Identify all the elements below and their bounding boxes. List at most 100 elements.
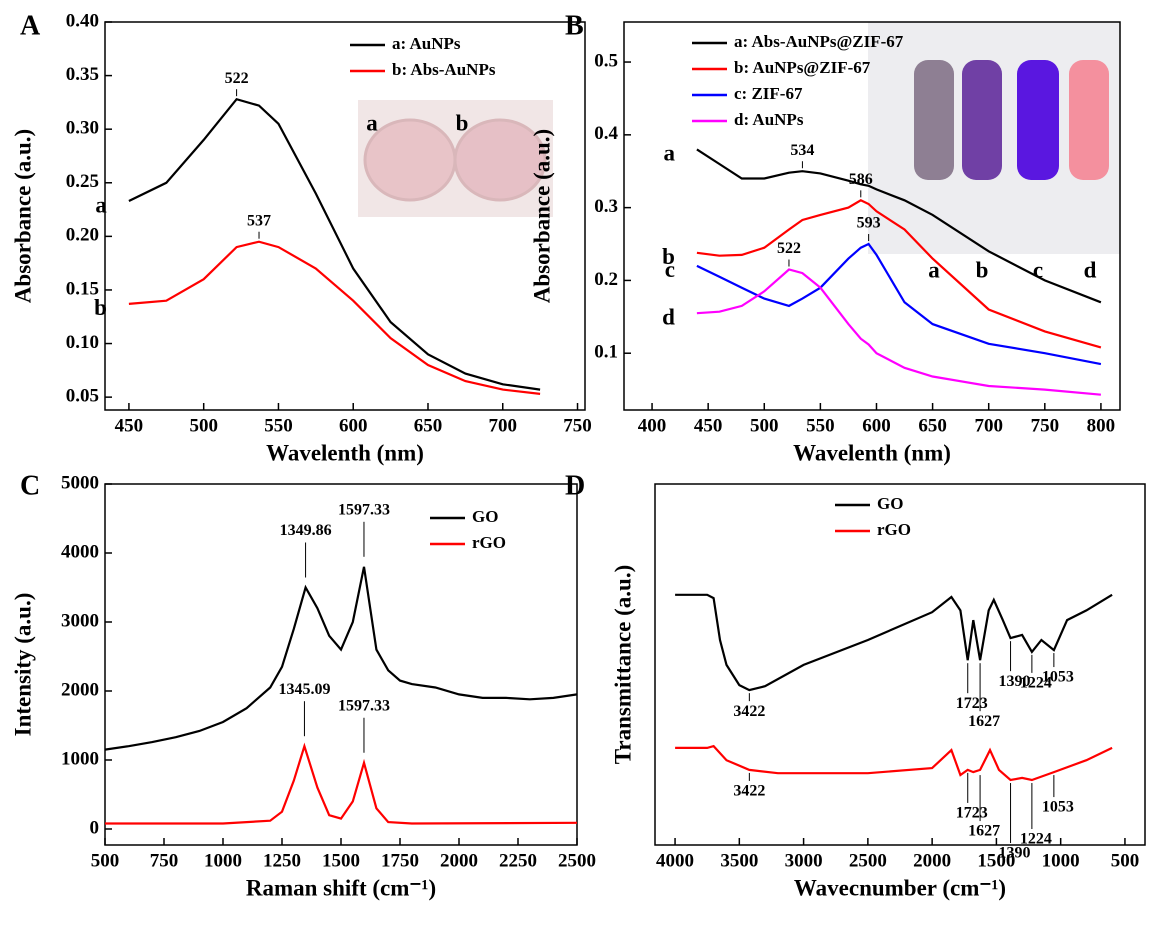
y-tick-label: 0.5 <box>594 50 618 71</box>
y-tick-label: 0.40 <box>66 10 99 31</box>
x-tick-label: 1500 <box>322 850 360 871</box>
panel-label: A <box>20 10 41 41</box>
legend-label: GO <box>877 494 903 513</box>
curve-label: a <box>95 192 107 217</box>
legend-label: GO <box>472 507 498 526</box>
x-tick-label: 700 <box>974 415 1003 436</box>
y-tick-label: 0.4 <box>594 123 618 144</box>
x-tick-label: 400 <box>638 415 667 436</box>
annotation: 1390 <box>999 845 1031 862</box>
annotation: 586 <box>849 171 873 188</box>
y-axis-title: Absorbance (a.u.) <box>10 129 35 303</box>
annotation: 522 <box>225 70 249 87</box>
inset-label: d <box>1084 257 1097 282</box>
x-tick-label: 750 <box>563 415 592 436</box>
tube <box>1017 60 1059 180</box>
annotation: 1053 <box>1042 799 1074 816</box>
x-axis-title: Raman shift (cm⁻¹) <box>246 875 436 900</box>
series-line <box>696 268 1101 396</box>
inset-label: c <box>1033 257 1043 282</box>
legend-label: b: Abs-AuNPs <box>392 60 496 79</box>
plot-frame <box>104 483 578 846</box>
annotation: 1053 <box>1042 669 1074 686</box>
y-tick-label: 0.3 <box>594 196 618 217</box>
annotation: 522 <box>777 240 801 257</box>
x-tick-label: 650 <box>414 415 443 436</box>
y-tick-label: 0 <box>90 817 100 838</box>
y-tick-label: 0.05 <box>66 385 99 406</box>
annotation: 1224 <box>1020 675 1052 692</box>
legend-label: d: AuNPs <box>734 110 804 129</box>
x-tick-label: 500 <box>1111 850 1140 871</box>
annotation: 1597.33 <box>338 697 390 714</box>
x-tick-label: 550 <box>264 415 293 436</box>
inset-label: b <box>976 257 989 282</box>
legend-label: rGO <box>472 533 506 552</box>
y-tick-label: 2000 <box>61 679 99 700</box>
y-tick-label: 0.30 <box>66 118 99 139</box>
curve-label: b <box>94 295 107 320</box>
annotation: 1627 <box>968 713 1000 730</box>
x-tick-label: 1000 <box>1042 850 1080 871</box>
y-tick-label: 4000 <box>61 541 99 562</box>
inset-label: a <box>928 257 940 282</box>
plot-frame <box>623 21 1121 411</box>
series-line <box>128 240 541 395</box>
x-tick-label: 4000 <box>656 850 694 871</box>
legend-label: a: Abs-AuNPs@ZIF-67 <box>734 32 904 51</box>
x-tick-label: 2500 <box>849 850 887 871</box>
x-tick-label: 800 <box>1087 415 1116 436</box>
panel-label: B <box>565 10 584 41</box>
y-tick-label: 0.35 <box>66 64 99 85</box>
x-tick-label: 650 <box>918 415 947 436</box>
x-tick-label: 3000 <box>785 850 823 871</box>
curve-label: d <box>662 304 675 329</box>
annotation: 1390 <box>999 673 1031 690</box>
annotation: 1627 <box>968 823 1000 840</box>
series-line <box>105 742 578 825</box>
x-tick-label: 600 <box>339 415 368 436</box>
y-axis-title: Transmittance (a.u.) <box>610 565 635 765</box>
tube <box>1069 60 1109 180</box>
x-tick-label: 600 <box>862 415 891 436</box>
curve-label: c <box>665 257 675 282</box>
legend-label: b: AuNPs@ZIF-67 <box>734 58 871 77</box>
y-tick-label: 0.20 <box>66 225 99 246</box>
legend-label: c: ZIF-67 <box>734 84 803 103</box>
y-tick-label: 0.1 <box>594 342 618 363</box>
x-tick-label: 750 <box>150 850 179 871</box>
series-line <box>696 148 1102 304</box>
panel-label: C <box>20 470 40 501</box>
series-line <box>696 242 1102 366</box>
well <box>363 118 457 202</box>
y-tick-label: 3000 <box>61 610 99 631</box>
inset-photo-b <box>868 22 1120 254</box>
x-tick-label: 2500 <box>558 850 596 871</box>
annotation: 1345.09 <box>278 681 330 698</box>
annotation: 593 <box>857 215 881 232</box>
x-axis-title: Wavelenth (nm) <box>266 440 424 465</box>
x-tick-label: 1750 <box>381 850 419 871</box>
y-tick-label: 1000 <box>61 748 99 769</box>
annotation: 537 <box>247 212 271 229</box>
annotation: 1597.33 <box>338 501 390 518</box>
annotation: 1224 <box>1020 831 1052 848</box>
x-tick-label: 500 <box>750 415 779 436</box>
x-tick-label: 700 <box>489 415 518 436</box>
annotation: 1723 <box>956 805 988 822</box>
inset-photo-a <box>358 100 553 217</box>
x-tick-label: 1250 <box>263 850 301 871</box>
x-tick-label: 1000 <box>204 850 242 871</box>
y-tick-label: 5000 <box>61 472 99 493</box>
legend-label: rGO <box>877 520 911 539</box>
x-tick-label: 3500 <box>720 850 758 871</box>
series-line <box>675 593 1113 692</box>
x-tick-label: 550 <box>806 415 835 436</box>
x-axis-title: Wavelenth (nm) <box>793 440 951 465</box>
plot-frame <box>104 21 586 411</box>
annotation: 534 <box>790 142 814 159</box>
x-tick-label: 450 <box>115 415 144 436</box>
annotation: 3422 <box>733 783 765 800</box>
x-tick-label: 1500 <box>977 850 1015 871</box>
